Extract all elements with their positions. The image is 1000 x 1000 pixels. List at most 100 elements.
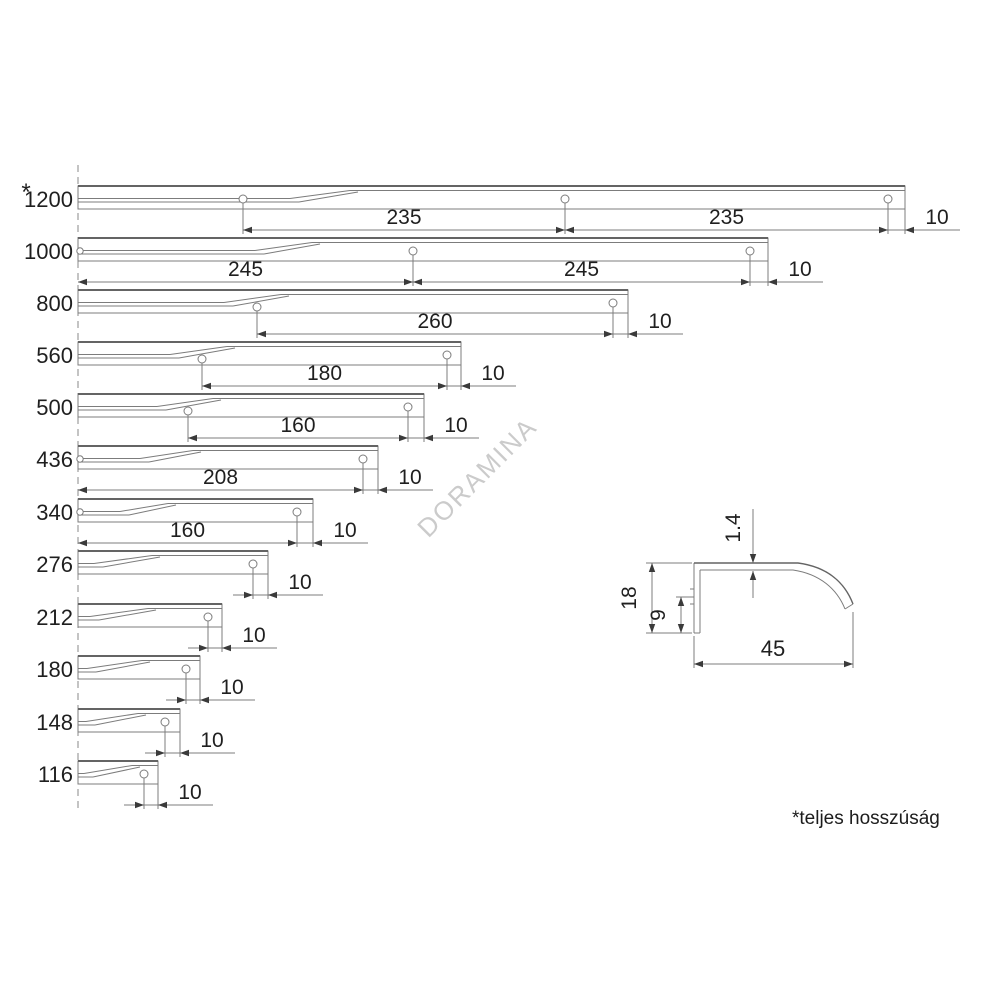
screw-hole: [408, 246, 418, 256]
screw-hole: [358, 454, 368, 464]
wedge-lower-edge: [165, 399, 222, 411]
star-mark: *: [21, 179, 30, 206]
dim-arrow: [243, 226, 252, 234]
dim-arrow: [288, 539, 297, 547]
screw-hole: [442, 350, 452, 360]
wedge-upper-edge: [169, 346, 228, 355]
handle-row-800: 260 10 800: [36, 289, 683, 338]
wedge-upper-edge: [93, 555, 153, 564]
handle-row-116: 10 116: [38, 760, 213, 809]
handle-row-148: 10 148: [36, 708, 235, 757]
section-lower-height-label: 9: [647, 609, 670, 621]
end-offset-dim-label: 10: [178, 781, 201, 804]
wedge-lower-edge: [94, 714, 147, 726]
dim-arrow: [268, 591, 277, 599]
screw-hole: [183, 406, 193, 416]
dim-arrow: [404, 278, 413, 286]
screw-hole: [560, 194, 570, 204]
screw-hole: [252, 302, 262, 312]
end-offset-dim-label: 10: [481, 362, 504, 385]
wedge-upper-edge: [85, 713, 139, 722]
handle-row-180: 10 180: [36, 655, 255, 704]
wedge-lower-edge: [92, 766, 141, 778]
dim-arrow: [438, 382, 447, 390]
section-depth-label: 45: [761, 636, 785, 661]
screw-hole: [745, 246, 755, 256]
handle-bar: [77, 237, 769, 262]
dim-arrow: [202, 382, 211, 390]
screw-hole: [248, 559, 258, 569]
dim-arrow: [244, 591, 253, 599]
dim-arrow: [628, 330, 637, 338]
dim-arrow: [354, 486, 363, 494]
handle-bar: [77, 550, 269, 575]
hole-spacing-dim-label: 235: [386, 206, 421, 229]
dim-arrow: [565, 226, 574, 234]
dim-arrow: [413, 278, 422, 286]
profile-tip: [844, 603, 854, 610]
hole-spacing-dim-label: 245: [228, 258, 263, 281]
screw-hole: [160, 717, 170, 727]
handle-row-560: 180 10 560: [36, 341, 516, 390]
handle-bar: [77, 289, 629, 314]
dim-arrow: [135, 801, 144, 809]
wedge-lower-edge: [298, 191, 359, 203]
dim-arrow: [604, 330, 613, 338]
screw-hole: [181, 664, 191, 674]
section-thickness-label: 1.4: [722, 513, 745, 543]
end-offset-dim-label: 10: [200, 729, 223, 752]
hole-spacing-dim-label: 208: [203, 466, 238, 489]
wedge-lower-edge: [98, 609, 157, 621]
row-length-label: 180: [36, 657, 73, 682]
end-offset-dim-label: 10: [220, 676, 243, 699]
wedge-upper-edge: [86, 660, 143, 669]
dim-arrow: [768, 278, 777, 286]
screw-hole: [197, 354, 207, 364]
dim-arrow: [156, 749, 165, 757]
dim-arrow: [648, 624, 656, 633]
profile-under-edge: [700, 569, 846, 610]
dim-arrow: [879, 226, 888, 234]
end-offset-dim-label: 10: [398, 466, 421, 489]
profile-top-edge: [694, 562, 854, 605]
wedge-upper-edge: [83, 765, 133, 774]
dim-arrow: [158, 801, 167, 809]
dim-arrow: [677, 624, 685, 633]
dim-arrow: [200, 696, 209, 704]
handle-bar: [77, 341, 462, 366]
wedge-upper-edge: [289, 190, 351, 199]
dim-arrow: [648, 563, 656, 572]
wedge-lower-edge: [128, 504, 177, 516]
dim-arrow: [749, 571, 757, 580]
dim-arrow: [424, 434, 433, 442]
handle-row-1000: 245 245 10 1000: [24, 237, 823, 286]
dim-arrow: [222, 644, 231, 652]
end-offset-dim-label: 10: [925, 206, 948, 229]
end-offset-dim-label: 10: [288, 571, 311, 594]
screw-hole: [76, 455, 84, 463]
handle-row-500: 160 10 500: [36, 393, 479, 442]
row-length-label: 560: [36, 343, 73, 368]
dim-arrow: [694, 660, 703, 668]
handle-row-212: 10 212: [36, 603, 277, 652]
hole-spacing-dim-label: 160: [170, 519, 205, 542]
wedge-lower-edge: [232, 295, 290, 307]
dim-arrow: [677, 597, 685, 606]
row-length-label: 212: [36, 605, 73, 630]
row-length-label: 148: [36, 710, 73, 735]
handle-row-340: 160 10 340: [36, 498, 368, 547]
wedge-upper-edge: [89, 608, 149, 617]
wedge-lower-edge: [95, 661, 151, 673]
wedge-upper-edge: [254, 242, 313, 251]
hole-spacing-dim-label: 160: [280, 414, 315, 437]
dim-arrow: [741, 278, 750, 286]
row-length-label: 1000: [24, 239, 73, 264]
wedge-lower-edge: [148, 451, 202, 463]
dim-arrow: [461, 382, 470, 390]
screw-hole: [76, 247, 84, 255]
wedge-upper-edge: [139, 450, 194, 459]
section-height-label: 18: [618, 586, 641, 609]
screw-hole: [403, 402, 413, 412]
